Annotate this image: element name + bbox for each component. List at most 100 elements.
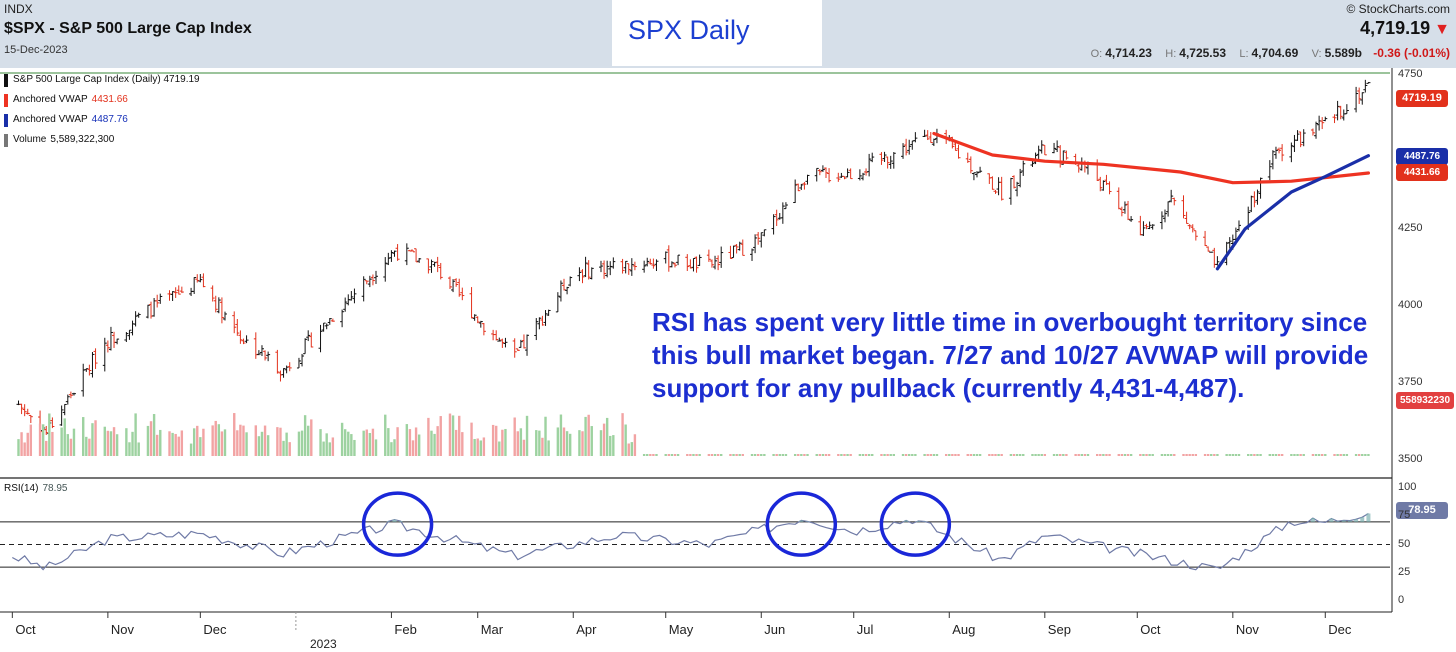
volume-bar [325,433,328,456]
volume-bar [94,420,97,456]
month-tick-label: Mar [480,622,504,637]
volume-bar [217,424,221,456]
volume-bar [152,414,156,456]
volume-bar [131,431,134,456]
volume-bar [149,421,153,456]
rsi-label: RSI(14) [4,483,39,494]
month-tick-label: Oct [1140,622,1161,637]
volume-bar [436,426,439,456]
volume-bar [245,432,248,456]
volume-bar [384,414,387,456]
legend-avwap1-value: 4431.66 [91,94,128,105]
volume-bar [72,428,76,456]
volume-tag: 558932230 [1396,392,1454,409]
volume-bar [368,433,372,456]
volume-bar [547,440,550,456]
volume-value: 5.589b [1324,46,1362,60]
volume-bar [38,423,42,456]
volume-bar [393,439,396,456]
volume-bar [211,425,214,456]
month-tick-label: Oct [15,622,36,637]
volume-bar [137,442,140,456]
volume-bar [347,431,350,456]
open-value: 4,714.23 [1105,46,1152,60]
volume-bar [427,417,430,456]
volume-bar [233,413,236,456]
avwap2-swatch [4,113,8,127]
volume-bar [115,434,119,456]
volume-bar [504,428,507,456]
volume-bar [633,434,637,456]
volume-bar [51,431,54,456]
month-tick-label: Nov [110,622,134,637]
month-tick-label: Apr [576,622,597,637]
volume-bar [257,436,261,456]
volume-bar [458,415,461,456]
price-tick-label: 4750 [1398,68,1423,81]
legend-avwap1-label: Anchored VWAP [13,94,88,105]
last-price: 4,719.19 ▼ [1360,18,1450,39]
volume-bar [128,442,131,456]
volume-bar [303,415,307,456]
price-tag: 4719.19 [1396,90,1448,107]
volume-bar [405,424,409,456]
x-axis-band [0,612,1456,652]
volume-bar [20,432,23,456]
volume-bar [45,440,48,456]
volume-bar [482,437,486,456]
volume-bar [202,428,205,456]
volume-bar [390,442,393,456]
volume-bar [26,432,29,456]
volume-bar [319,429,322,456]
volume-bar [307,425,310,456]
legend-avwap1[interactable]: Anchored VWAP 4431.66 [4,90,200,110]
volume-bar [48,413,51,456]
avwap1-tag: 4431.66 [1396,164,1448,181]
volume-bar [519,428,523,456]
volume-bar [310,419,313,456]
volume-bar [297,431,301,456]
volume-bar [470,422,473,456]
high-value: 4,725.53 [1179,46,1226,60]
volume-bar [439,416,442,456]
volume-bar [562,427,566,456]
legend-avwap2[interactable]: Anchored VWAP 4487.76 [4,110,200,130]
rsi-legend-value: 78.95 [42,483,68,494]
volume-label: V: [1311,48,1322,60]
month-tick-label: Nov [1235,622,1259,637]
rsi-legend[interactable]: RSI(14) 78.95 [4,483,67,494]
volume-bar [223,429,227,456]
volume-bar [180,430,184,456]
volume-bar [387,428,390,456]
volume-bar [288,442,291,456]
month-tick-label: Dec [1328,622,1352,637]
volume-bar [350,434,353,456]
rsi-tick-label: 0 [1398,594,1405,606]
volume-bar [495,425,498,456]
volume-bar [263,425,267,456]
banner-text: SPX Daily [628,15,750,45]
volume-bar [69,438,73,456]
avwap-july-line [932,131,1370,185]
volume-bar [362,430,365,456]
volume-bar [584,416,587,456]
volume-bar [17,439,20,456]
legend-volume[interactable]: Volume 5,589,322,300 [4,130,200,150]
title-banner: SPX Daily [612,0,822,66]
open-label: O: [1090,48,1103,60]
legend-volume-value: 5,589,322,300 [50,134,115,145]
volume-bar [134,413,137,456]
volume-bar [454,429,458,456]
source-logo[interactable]: © StockCharts.com [1346,2,1450,16]
rsi-tick-label: 100 [1398,481,1417,493]
volume-bar [106,430,110,456]
volume-bar [498,441,501,456]
rsi-circle-june [765,491,838,557]
legend-price[interactable]: S&P 500 Large Cap Index (Daily) 4719.19 [4,70,200,90]
volume-bar [88,438,91,456]
volume-bar [599,430,603,456]
down-arrow-icon: ▼ [1434,21,1450,38]
ohlc-readout: O: 4,714.23 H: 4,725.53 L: 4,704.69 V: 5.589… [1081,46,1450,60]
volume-bar [491,424,495,456]
volume-bar [331,437,335,456]
